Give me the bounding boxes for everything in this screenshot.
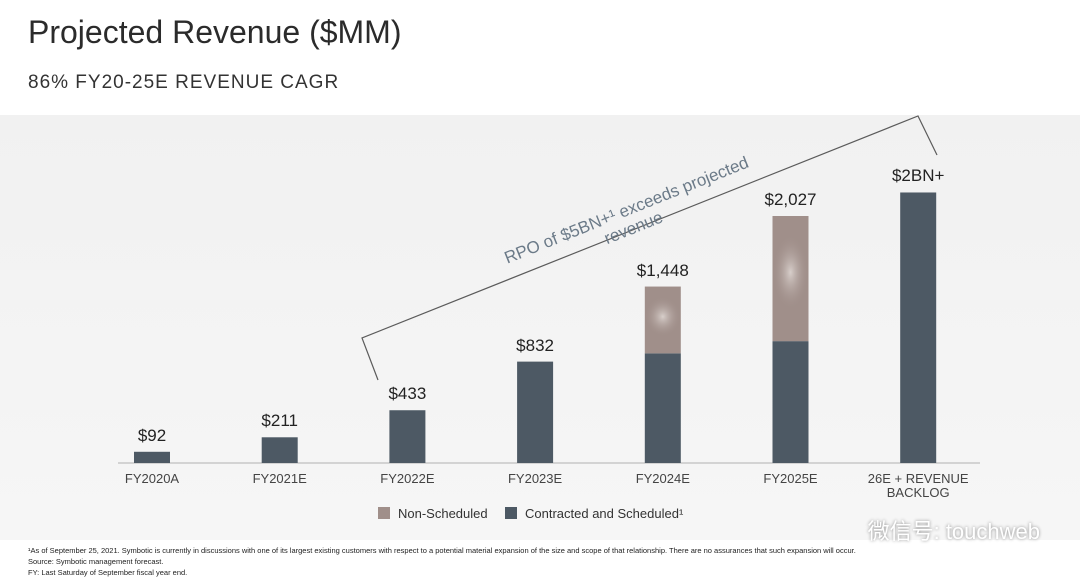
- legend-label: Non-Scheduled: [398, 506, 488, 521]
- footnote: FY: Last Saturday of September fiscal ye…: [28, 568, 188, 577]
- bar-segment: [389, 410, 426, 463]
- data-label: $211: [261, 411, 298, 431]
- legend-swatch: [378, 507, 390, 519]
- segment-glow: [644, 296, 681, 337]
- segment-glow: [772, 234, 809, 310]
- watermark: 微信号: touchweb: [867, 519, 1040, 544]
- bar-segment: [261, 437, 298, 463]
- x-tick-label: FY2020A: [124, 471, 180, 486]
- chart-title: Projected Revenue ($MM): [28, 14, 402, 50]
- x-tick-label: FY2021E: [252, 471, 307, 486]
- x-tick-label: FY2025E: [763, 471, 818, 486]
- data-label: $433: [388, 384, 427, 404]
- bar-segment: [134, 451, 170, 463]
- bar-segment: [900, 192, 937, 463]
- x-tick-label: FY2023E: [507, 471, 563, 486]
- bar-segment: [772, 341, 809, 463]
- data-label: $92: [137, 425, 167, 445]
- plot-background: [0, 115, 1080, 540]
- legend-swatch: [505, 507, 517, 519]
- data-label: $2,027: [764, 190, 817, 209]
- data-label: $2BN+: [891, 166, 945, 186]
- bar-segment: [517, 361, 554, 463]
- footnote: ¹As of September 25, 2021. Symbotic is c…: [28, 546, 856, 555]
- x-tick-label: FY2022E: [380, 471, 435, 486]
- bracket: [361, 115, 938, 381]
- x-tick-label: 26E + REVENUE BACKLOG: [867, 471, 969, 500]
- footnote: Source: Symbotic management forecast.: [28, 557, 164, 566]
- x-tick-label: FY2024E: [635, 471, 690, 486]
- data-label: $1,448: [636, 260, 689, 280]
- bar-segment: [644, 353, 681, 463]
- data-label: $832: [516, 335, 554, 355]
- legend-label: Contracted and Scheduled¹: [525, 506, 684, 521]
- chart-subtitle: 86% FY20-25E REVENUE CAGR: [28, 72, 340, 93]
